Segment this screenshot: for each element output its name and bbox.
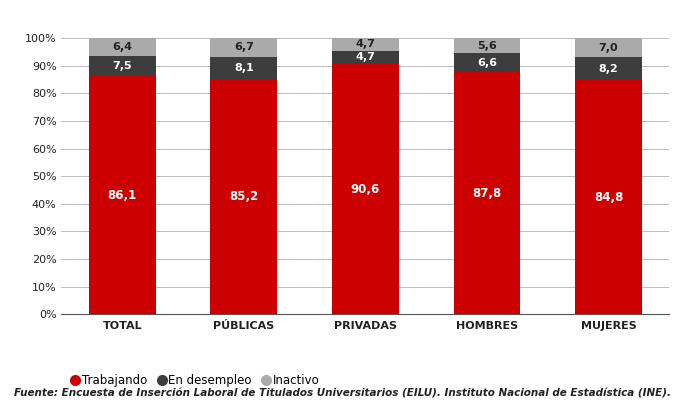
Text: 5,6: 5,6 — [477, 41, 497, 51]
Bar — [89, 38, 156, 56]
Bar — [89, 77, 156, 314]
Bar — [332, 64, 399, 314]
Bar — [332, 38, 399, 51]
Text: 87,8: 87,8 — [473, 187, 501, 199]
Text: 6,7: 6,7 — [234, 42, 254, 52]
Bar — [332, 51, 399, 64]
Bar — [575, 57, 642, 80]
Bar — [89, 56, 156, 77]
Text: 8,1: 8,1 — [234, 63, 253, 73]
Bar — [575, 80, 642, 314]
Text: 8,2: 8,2 — [599, 64, 618, 74]
Bar — [454, 54, 520, 72]
Bar — [210, 38, 277, 56]
Bar — [575, 38, 642, 57]
Text: 6,4: 6,4 — [112, 42, 133, 52]
Text: 86,1: 86,1 — [108, 189, 137, 202]
Text: 90,6: 90,6 — [351, 183, 380, 196]
Text: 7,0: 7,0 — [599, 43, 618, 53]
Bar — [454, 72, 520, 314]
Text: 4,7: 4,7 — [355, 52, 376, 62]
Text: 84,8: 84,8 — [594, 191, 624, 204]
Bar — [210, 79, 277, 314]
Bar — [454, 38, 520, 54]
Text: 6,6: 6,6 — [477, 58, 497, 68]
Text: 4,7: 4,7 — [355, 39, 376, 50]
Legend: Trabajando, En desempleo, Inactivo: Trabajando, En desempleo, Inactivo — [68, 370, 324, 392]
Bar — [210, 56, 277, 79]
Text: Fuente: Encuesta de Inserción Laboral de Titulados Universitarios (EILU). Instit: Fuente: Encuesta de Inserción Laboral de… — [14, 389, 671, 399]
Text: 85,2: 85,2 — [229, 190, 258, 203]
Text: 7,5: 7,5 — [113, 61, 132, 71]
